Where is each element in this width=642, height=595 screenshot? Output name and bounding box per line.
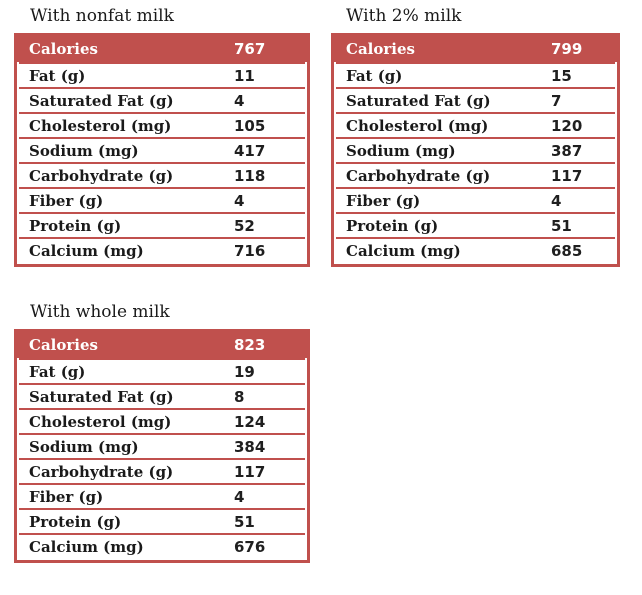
row-value: 716 [234,241,266,260]
nutrition-table: Calories 799 Fat (g) 15 Saturated Fat (g… [331,33,620,267]
table-row: Protein (g) 52 [19,212,305,237]
nutrition-table: Calories 823 Fat (g) 19 Saturated Fat (g… [14,329,310,563]
row-label: Saturated Fat (g) [29,91,174,110]
table-row: Calcium (mg) 685 [336,237,615,262]
row-value: 117 [551,166,583,185]
table-header-row: Calories 767 [17,36,307,62]
row-value: 15 [551,66,572,85]
header-label: Calories [29,40,98,58]
row-value: 120 [551,116,583,135]
row-value: 117 [234,462,266,481]
row-label: Saturated Fat (g) [346,91,491,110]
header-value: 823 [234,336,266,354]
table-row: Fiber (g) 4 [19,483,305,508]
row-value: 4 [234,191,245,210]
table-row: Protein (g) 51 [19,508,305,533]
row-label: Protein (g) [29,512,122,531]
table-row: Carbohydrate (g) 117 [19,458,305,483]
table-group-nonfat-milk: With nonfat milk Calories 767 Fat (g) 11… [14,6,310,267]
row-label: Calcium (mg) [29,241,144,260]
nutrition-table: Calories 767 Fat (g) 11 Saturated Fat (g… [14,33,310,267]
row-value: 4 [234,487,245,506]
header-label: Calories [346,40,415,58]
row-label: Cholesterol (mg) [29,116,172,135]
row-label: Carbohydrate (g) [29,462,174,481]
table-title: With whole milk [30,302,170,322]
table-group-whole-milk: With whole milk Calories 823 Fat (g) 19 … [14,302,310,563]
table-group-2pct-milk: With 2% milk Calories 799 Fat (g) 15 Sat… [331,6,620,267]
row-label: Carbohydrate (g) [346,166,491,185]
table-row: Fiber (g) 4 [19,187,305,212]
row-value: 51 [234,512,255,531]
row-label: Cholesterol (mg) [346,116,489,135]
row-value: 19 [234,362,255,381]
table-row: Fat (g) 19 [19,358,305,383]
table-row: Carbohydrate (g) 117 [336,162,615,187]
table-row: Protein (g) 51 [336,212,615,237]
row-label: Calcium (mg) [29,537,144,556]
row-label: Cholesterol (mg) [29,412,172,431]
row-label: Saturated Fat (g) [29,387,174,406]
row-label: Sodium (mg) [346,141,456,160]
row-value: 4 [551,191,562,210]
table-title: With 2% milk [346,6,462,26]
table-row: Saturated Fat (g) 8 [19,383,305,408]
table-row: Fat (g) 15 [336,62,615,87]
row-value: 7 [551,91,562,110]
header-label: Calories [29,336,98,354]
table-header-row: Calories 799 [334,36,617,62]
row-label: Calcium (mg) [346,241,461,260]
row-label: Fiber (g) [29,487,104,506]
row-label: Protein (g) [346,216,439,235]
table-row: Fiber (g) 4 [336,187,615,212]
row-label: Sodium (mg) [29,437,139,456]
row-value: 118 [234,166,266,185]
header-value: 767 [234,40,266,58]
row-value: 11 [234,66,255,85]
table-header-row: Calories 823 [17,332,307,358]
table-title: With nonfat milk [30,6,174,26]
row-value: 8 [234,387,245,406]
table-row: Cholesterol (mg) 124 [19,408,305,433]
row-label: Sodium (mg) [29,141,139,160]
row-value: 105 [234,116,266,135]
table-row: Cholesterol (mg) 105 [19,112,305,137]
row-label: Fiber (g) [346,191,421,210]
row-value: 124 [234,412,266,431]
row-value: 384 [234,437,266,456]
table-row: Carbohydrate (g) 118 [19,162,305,187]
row-label: Carbohydrate (g) [29,166,174,185]
header-value: 799 [551,40,583,58]
table-row: Sodium (mg) 384 [19,433,305,458]
table-row: Calcium (mg) 716 [19,237,305,262]
table-row: Calcium (mg) 676 [19,533,305,558]
table-row: Saturated Fat (g) 7 [336,87,615,112]
row-value: 387 [551,141,583,160]
table-row: Cholesterol (mg) 120 [336,112,615,137]
row-label: Fat (g) [29,66,86,85]
table-row: Saturated Fat (g) 4 [19,87,305,112]
row-value: 52 [234,216,255,235]
row-value: 685 [551,241,583,260]
row-value: 51 [551,216,572,235]
row-label: Fiber (g) [29,191,104,210]
row-label: Fat (g) [346,66,403,85]
row-value: 417 [234,141,266,160]
row-label: Fat (g) [29,362,86,381]
row-label: Protein (g) [29,216,122,235]
table-row: Sodium (mg) 417 [19,137,305,162]
table-row: Sodium (mg) 387 [336,137,615,162]
row-value: 676 [234,537,266,556]
row-value: 4 [234,91,245,110]
table-row: Fat (g) 11 [19,62,305,87]
